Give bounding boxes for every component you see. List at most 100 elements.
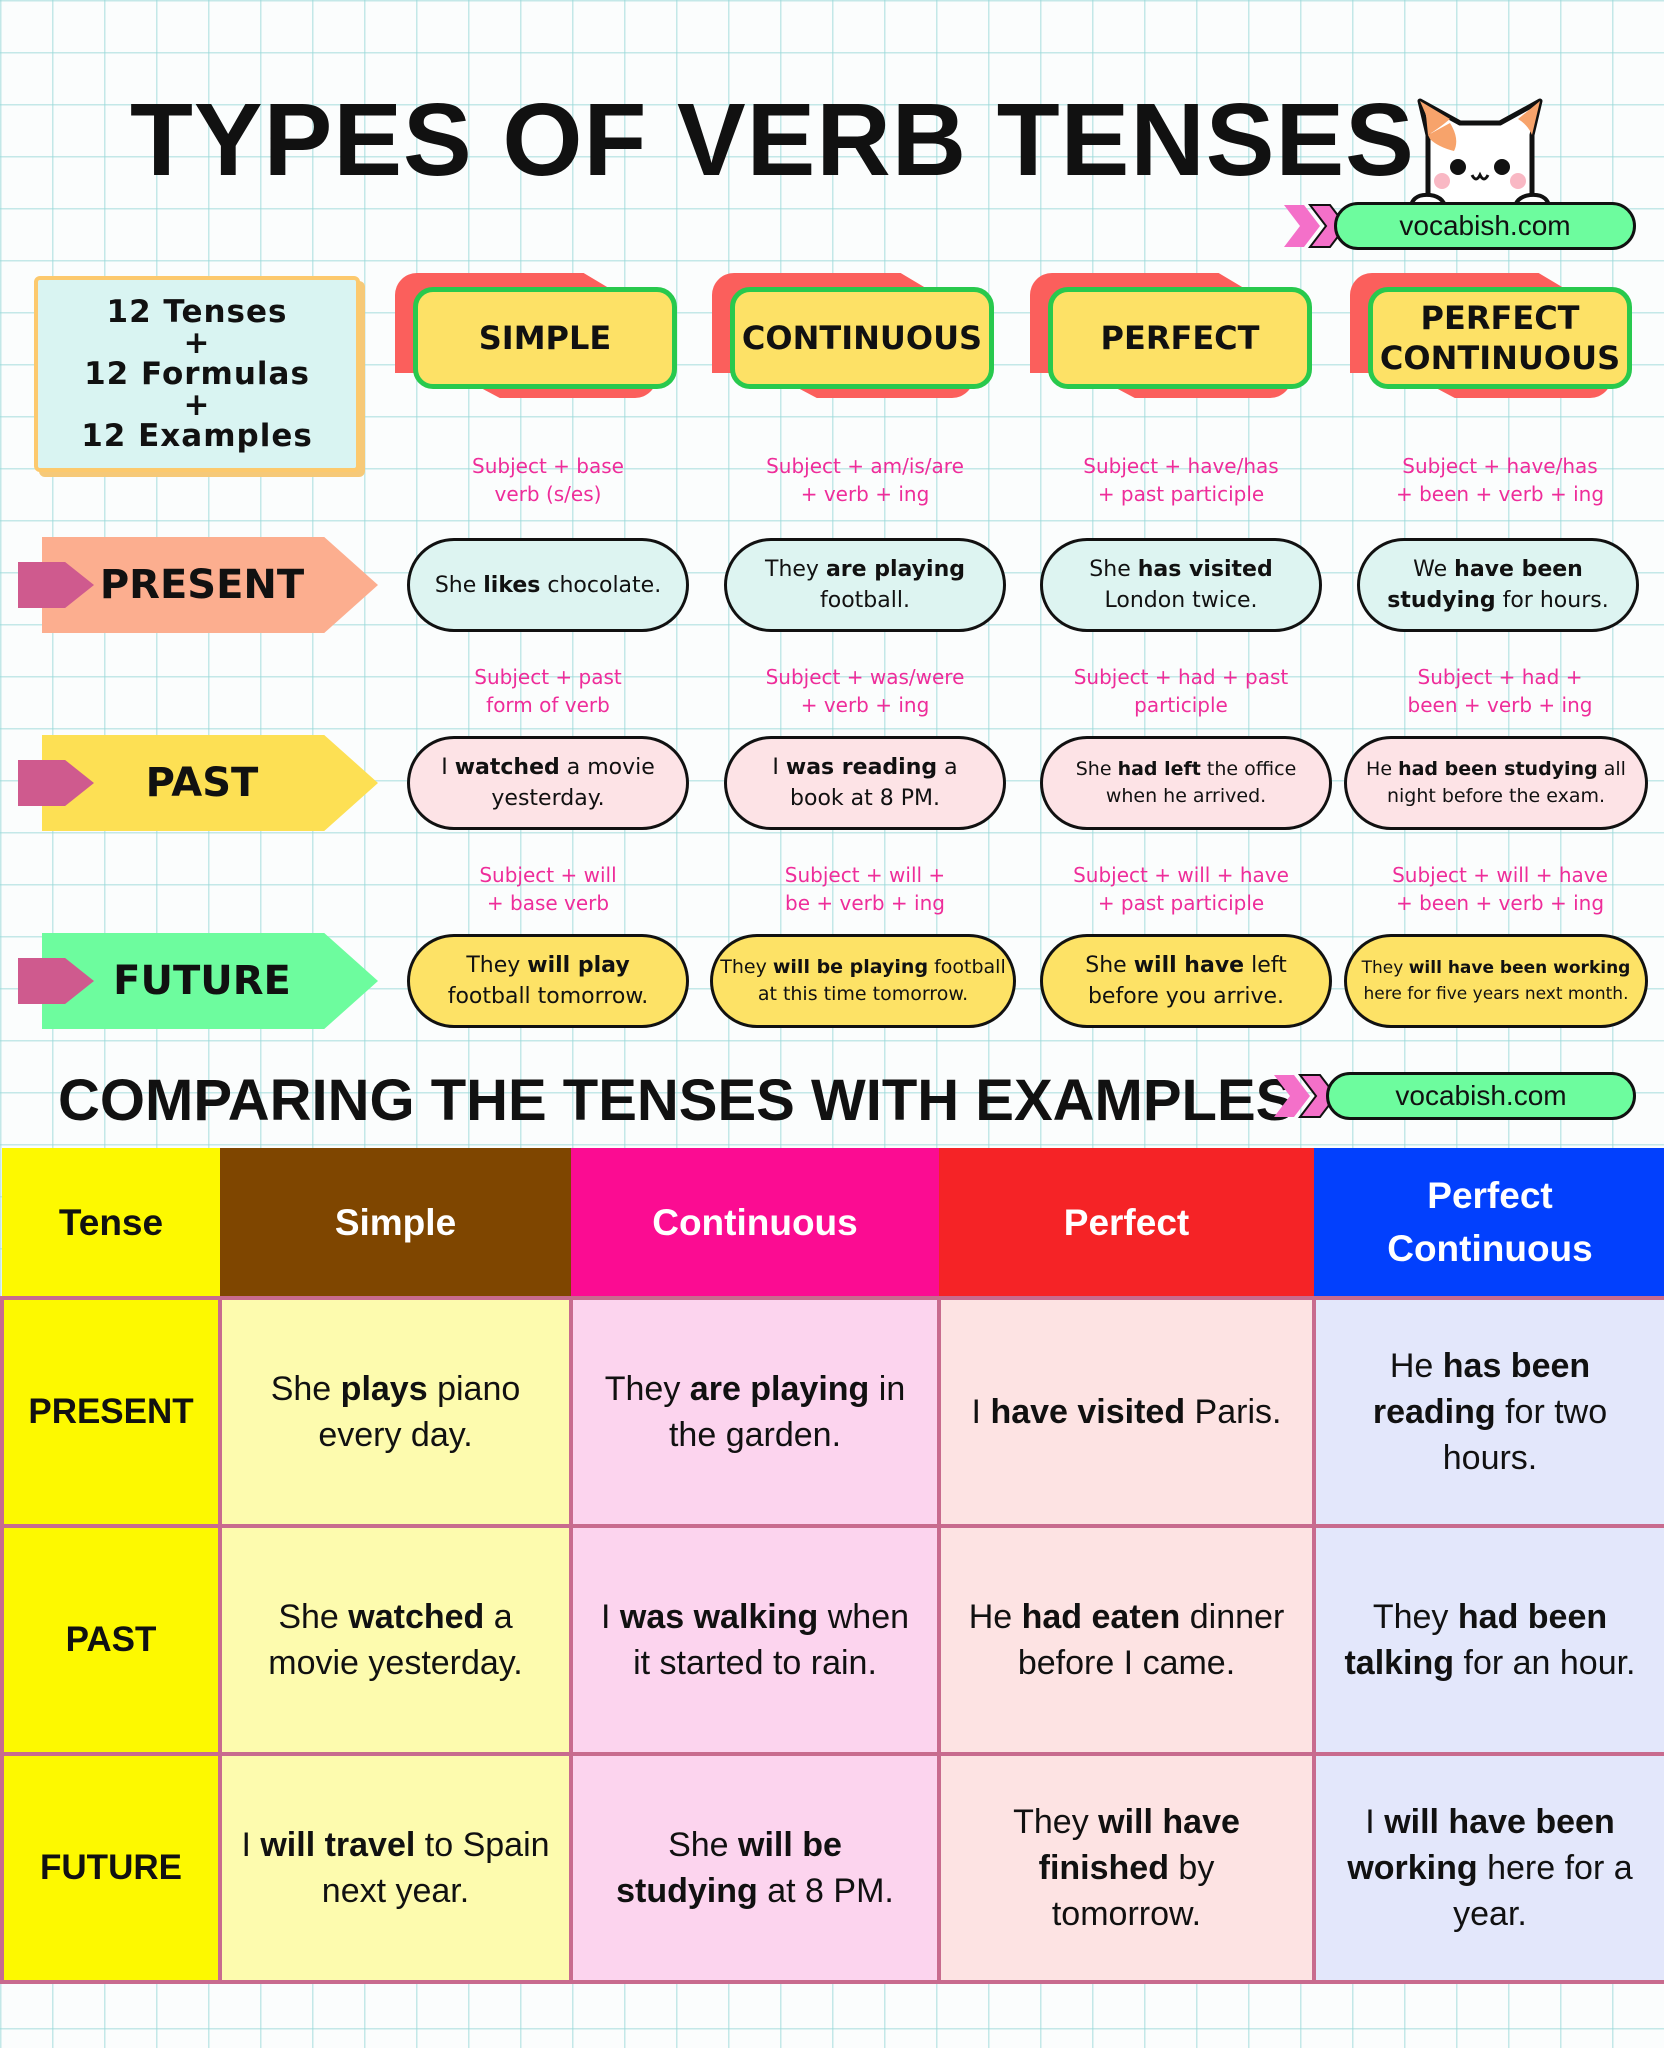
row-label-future: FUTURE — [0, 1752, 222, 1984]
formula-line: Subject + have/has — [1402, 454, 1598, 478]
cell-text: a movie yesterday. — [268, 1598, 523, 1682]
aspect-label: PERFECT CONTINUOUS — [1368, 287, 1632, 389]
example-text: football at this time tomorrow. — [757, 956, 1006, 1005]
formula-line: verb (s/es) — [494, 482, 602, 506]
example-future-perfect-continuous: They will have been working here for fiv… — [1344, 934, 1648, 1028]
formula-line: Subject + have/has — [1083, 454, 1279, 478]
example-text: He — [1366, 758, 1399, 780]
aspect-label: SIMPLE — [413, 287, 677, 389]
cell-text: She — [270, 1370, 341, 1408]
cell-text: I — [241, 1826, 261, 1864]
formula-line: Subject + had + past — [1073, 665, 1289, 689]
formula-line: Subject + had + — [1417, 665, 1583, 689]
table-cell: I was walking when it started to rain. — [569, 1524, 941, 1756]
formula-line: + past participle — [1097, 891, 1265, 915]
formula-line: + past participle — [1097, 482, 1265, 506]
formula-past-simple: Subject + past form of verb — [418, 663, 678, 719]
cell-verb: are playing — [689, 1370, 870, 1408]
cell-verb: will be studying — [616, 1826, 842, 1910]
row-tag-label: PRESENT — [99, 562, 305, 608]
cell-verb: will have been working — [1347, 1803, 1615, 1887]
table-row: PAST She watched a movie yesterday. I wa… — [0, 1524, 1664, 1756]
cell-text: She — [278, 1598, 349, 1636]
example-text: She — [1075, 758, 1118, 780]
header-perfect-continuous: Perfect Continuous — [1314, 1148, 1664, 1298]
example-text: They — [466, 953, 528, 978]
site-badge-bottom[interactable]: vocabish.com — [1326, 1072, 1636, 1120]
row-tag-label: FUTURE — [113, 958, 291, 1004]
formula-present-perfect: Subject + have/has + past participle — [1051, 452, 1311, 508]
cell-text: They — [1013, 1803, 1099, 1841]
example-past-perfect: She had left the office when he arrived. — [1040, 736, 1332, 830]
cat-logo-icon — [1407, 98, 1553, 215]
example-future-continuous: They will be playing football at this ti… — [710, 934, 1016, 1028]
example-text: all night before the exam. — [1386, 758, 1626, 807]
cell-text: in the garden. — [668, 1370, 906, 1454]
example-text: left before you arrive. — [1087, 953, 1287, 1009]
example-text: She — [434, 572, 484, 598]
cell-text: by tomorrow. — [1051, 1849, 1215, 1933]
aspect-badge-perfect-continuous: PERFECT CONTINUOUS — [1350, 273, 1635, 398]
formula-future-perfect-continuous: Subject + will + have + been + verb + ing — [1370, 861, 1630, 917]
formula-line: Subject + will + have — [1073, 863, 1289, 887]
example-verb: will have — [1133, 953, 1245, 978]
formula-line: form of verb — [486, 693, 610, 717]
example-text: for hours. — [1495, 588, 1609, 613]
site-badge-top[interactable]: vocabish.com — [1334, 202, 1636, 250]
header-tense: Tense — [2, 1148, 220, 1298]
example-present-perfect: She has visited London twice. — [1040, 538, 1322, 632]
example-verb: will play — [527, 953, 630, 978]
cell-text: She — [668, 1826, 739, 1864]
cell-verb: will have finished — [1038, 1803, 1240, 1887]
example-text: I — [772, 755, 786, 780]
cell-text: piano every day. — [318, 1370, 521, 1454]
table-cell: He had eaten dinner before I came. — [937, 1524, 1316, 1756]
formula-line: participle — [1134, 693, 1228, 717]
example-text: chocolate. — [540, 572, 662, 598]
cell-text: They — [1372, 1598, 1458, 1636]
example-present-simple: She likes chocolate. — [407, 538, 689, 632]
example-text: I — [441, 755, 455, 780]
example-text: the office when he arrived. — [1105, 758, 1297, 807]
cell-text: Paris. — [1185, 1393, 1282, 1431]
formula-future-simple: Subject + will + base verb — [418, 861, 678, 917]
cell-text: for an hour. — [1454, 1644, 1636, 1682]
cell-text: He — [968, 1598, 1022, 1636]
row-tag-past: PAST — [18, 735, 378, 831]
example-text: She — [1085, 953, 1134, 978]
formula-line: been + verb + ing — [1407, 693, 1593, 717]
example-past-perfect-continuous: He had been studying all night before th… — [1344, 736, 1648, 830]
formula-line: Subject + base — [472, 454, 624, 478]
example-text: football. — [820, 588, 910, 613]
example-text: a movie yesterday. — [491, 755, 655, 811]
formula-line: + been + verb + ing — [1395, 482, 1605, 506]
example-present-perfect-continuous: We have been studying for hours. — [1357, 538, 1639, 632]
cell-text: to Spain next year. — [321, 1826, 550, 1910]
cell-verb: had been talking — [1344, 1598, 1608, 1682]
intro-tenses: 12 Tenses — [106, 293, 288, 330]
formula-line: Subject + will + have — [1392, 863, 1608, 887]
cell-text: I — [600, 1598, 620, 1636]
cell-text: He — [1389, 1347, 1443, 1385]
aspect-badge-perfect: PERFECT — [1030, 273, 1315, 398]
table-cell: She watched a movie yesterday. — [218, 1524, 573, 1756]
cell-text: here for a year. — [1453, 1849, 1633, 1933]
example-verb: was reading — [785, 755, 938, 780]
example-text: here for five years next month. — [1363, 984, 1629, 1004]
example-text: They — [1361, 958, 1409, 978]
header-simple: Simple — [220, 1148, 571, 1298]
intro-box: 12 Tenses + 12 Formulas + 12 Examples — [34, 276, 360, 472]
row-label-past: PAST — [0, 1524, 222, 1756]
cell-verb: had eaten — [1021, 1598, 1181, 1636]
aspect-label: PERFECT — [1048, 287, 1312, 389]
comparison-table: Tense Simple Continuous Perfect Perfect … — [0, 1148, 1664, 1984]
formula-past-perfect: Subject + had + past participle — [1051, 663, 1311, 719]
example-verb: have been studying — [1387, 557, 1583, 613]
example-verb: will have been working — [1408, 958, 1631, 978]
page-title: TYPES OF VERB TENSES — [130, 82, 1415, 197]
example-past-simple: I watched a movie yesterday. — [407, 736, 689, 830]
aspect-label: CONTINUOUS — [730, 287, 994, 389]
example-text: football tomorrow. — [447, 984, 649, 1009]
example-text: They — [720, 956, 773, 978]
aspect-badge-continuous: CONTINUOUS — [712, 273, 997, 398]
